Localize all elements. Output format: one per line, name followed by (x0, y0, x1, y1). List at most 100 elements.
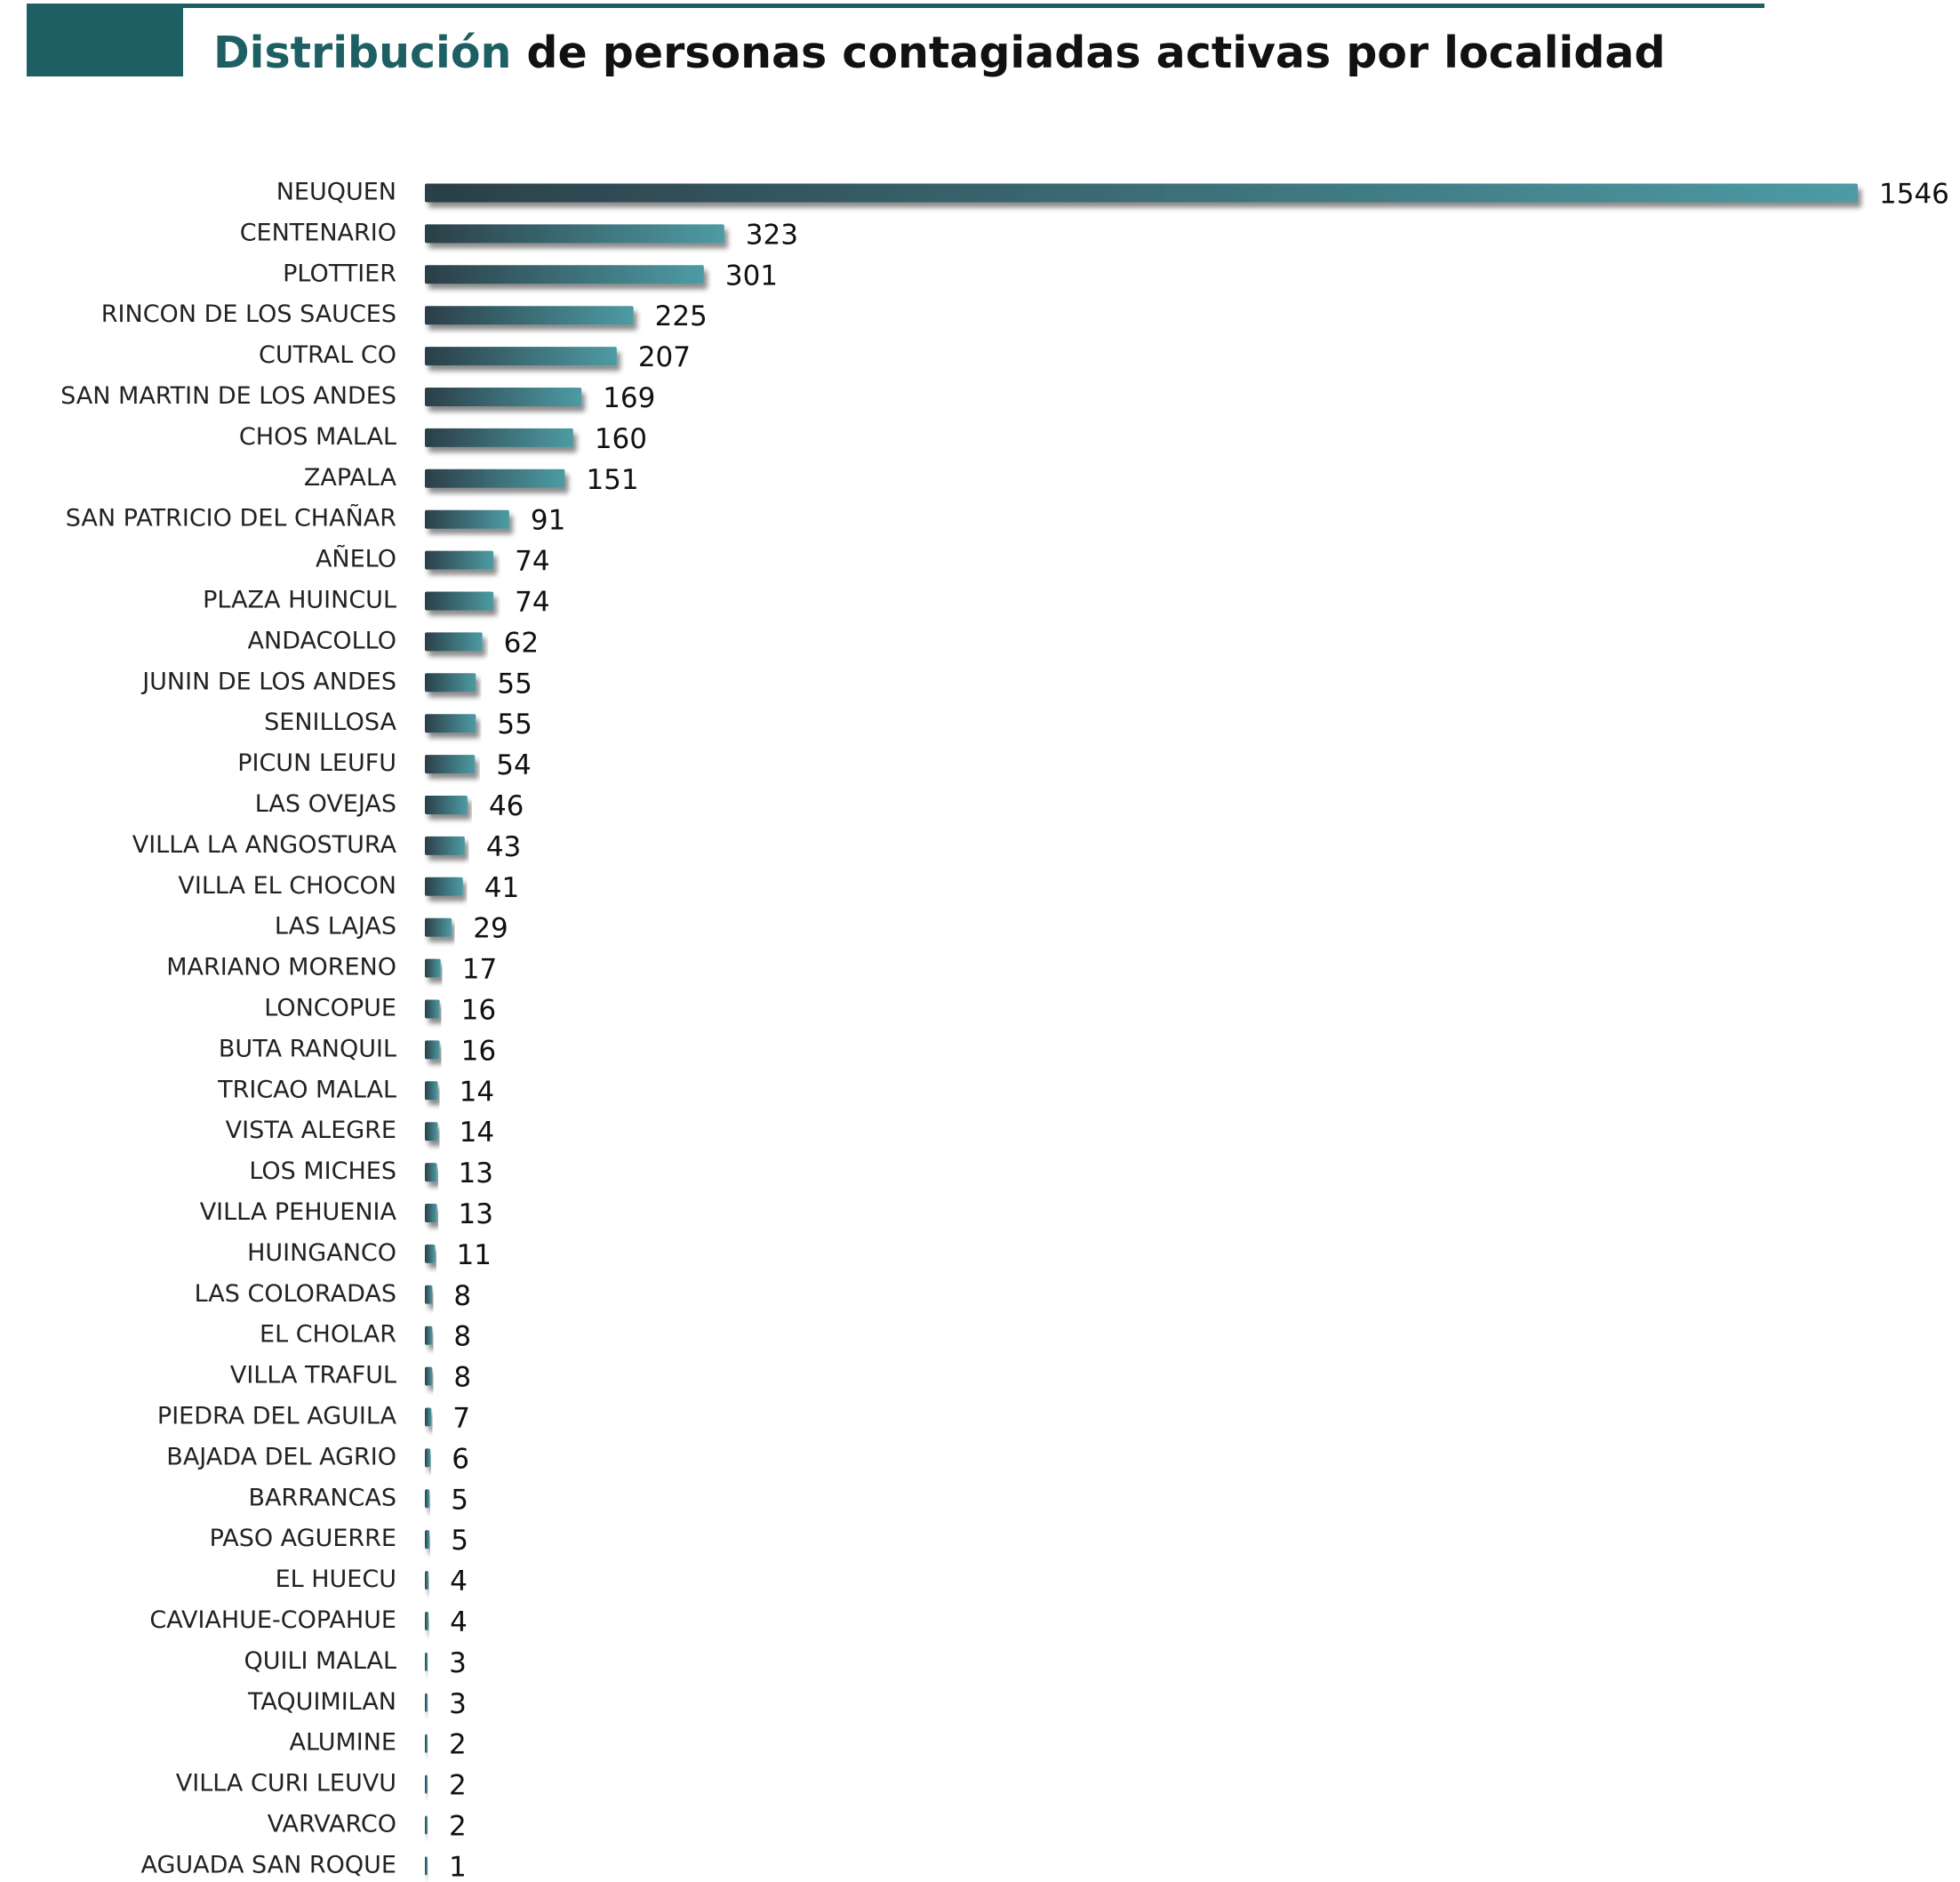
value-label: 8 (453, 1280, 471, 1312)
bar (425, 958, 441, 978)
category-label: BAJADA DEL AGRIO (166, 1443, 396, 1470)
category-label: TRICAO MALAL (217, 1076, 396, 1103)
category-label: EL HUECU (276, 1566, 396, 1593)
value-labels: 1546323301225207169160151917474625555544… (449, 179, 1949, 1882)
bar (425, 265, 704, 284)
header-color-block (27, 5, 183, 76)
category-label: ALUMINE (290, 1729, 396, 1757)
bar (425, 673, 476, 693)
bar (425, 1856, 428, 1876)
category-label: NEUQUEN (276, 179, 396, 206)
value-label: 8 (453, 1362, 471, 1394)
value-label: 5 (451, 1484, 468, 1516)
chart-title: Distribución de personas contagiadas act… (213, 18, 1666, 89)
bar (425, 591, 494, 611)
bar (425, 796, 468, 814)
category-label: SAN PATRICIO DEL CHAÑAR (66, 504, 396, 533)
category-label: JUNIN DE LOS ANDES (140, 668, 396, 695)
category-label: PASO AGUERRE (210, 1525, 396, 1552)
value-label: 5 (451, 1525, 468, 1557)
bar (425, 755, 476, 774)
value-label: 14 (460, 1076, 494, 1108)
category-label: QUILI MALAL (244, 1647, 396, 1675)
value-label: 43 (486, 831, 521, 863)
category-label: LAS COLORADAS (195, 1280, 396, 1308)
bar (425, 1774, 428, 1794)
category-label: VILLA PEHUENIA (200, 1198, 397, 1226)
bar (425, 1325, 433, 1345)
value-label: 16 (461, 1035, 496, 1067)
category-label: PLOTTIER (283, 260, 396, 287)
value-label: 54 (496, 749, 531, 781)
bar (425, 1612, 429, 1630)
category-label: CENTENARIO (240, 219, 396, 246)
category-label: VILLA CURI LEUVU (176, 1770, 396, 1798)
bar (425, 428, 573, 447)
header-top-rule (27, 4, 1764, 8)
category-label: ZAPALA (304, 464, 397, 492)
bar (425, 468, 565, 488)
value-label: 169 (603, 382, 655, 414)
bar (425, 1244, 436, 1263)
bar (425, 1815, 428, 1835)
bar (425, 1081, 438, 1101)
category-label: VILLA TRAFUL (230, 1362, 396, 1389)
bar (425, 183, 1858, 203)
bar (425, 306, 634, 325)
value-label: 1546 (1879, 179, 1949, 211)
bar (425, 509, 509, 529)
bar (425, 1163, 437, 1182)
title-highlight: Distribución (213, 28, 512, 78)
bar (425, 1530, 430, 1550)
bar (425, 1652, 428, 1671)
value-label: 17 (462, 954, 497, 986)
value-label: 16 (461, 995, 496, 1027)
title-rest: de personas contagiadas activas por loca… (511, 28, 1666, 78)
value-label: 3 (449, 1688, 467, 1720)
category-label: VISTA ALEGRE (226, 1117, 396, 1144)
category-label: SENILLOSA (264, 709, 396, 736)
value-label: 11 (456, 1239, 491, 1271)
value-label: 13 (459, 1198, 493, 1230)
category-label: HUINGANCO (247, 1239, 396, 1267)
value-label: 13 (459, 1157, 493, 1189)
category-label: PLAZA HUINCUL (203, 587, 396, 614)
bar (425, 224, 724, 244)
value-label: 46 (489, 790, 524, 822)
category-label: PICUN LEUFU (237, 749, 396, 777)
bar (425, 714, 476, 733)
bar (425, 550, 494, 570)
value-label: 1 (449, 1851, 467, 1882)
value-label: 323 (746, 219, 798, 251)
value-label: 160 (595, 423, 647, 455)
value-label: 55 (497, 668, 532, 700)
bar (425, 999, 440, 1019)
category-label: RINCON DE LOS SAUCES (101, 300, 396, 328)
category-label: ANDACOLLO (248, 627, 396, 654)
bar (425, 1448, 431, 1468)
bar (425, 1489, 430, 1509)
bar (425, 1040, 440, 1060)
value-label: 8 (453, 1321, 471, 1353)
bar (425, 1693, 428, 1712)
value-label: 225 (655, 300, 708, 332)
value-label: 2 (449, 1729, 467, 1761)
bar (425, 388, 582, 406)
value-label: 7 (452, 1403, 470, 1435)
value-label: 55 (497, 709, 532, 741)
value-label: 41 (484, 872, 519, 904)
value-label: 14 (460, 1117, 494, 1149)
category-label: LAS OVEJAS (255, 790, 396, 818)
value-label: 3 (449, 1647, 467, 1679)
value-label: 74 (515, 546, 549, 578)
category-label: VILLA EL CHOCON (178, 872, 396, 900)
value-label: 207 (638, 341, 691, 373)
bar (425, 1571, 429, 1590)
bars-group (425, 183, 1858, 1876)
category-label: CHOS MALAL (239, 423, 396, 451)
value-label: 2 (449, 1811, 467, 1843)
bar (425, 347, 617, 366)
bar (425, 1407, 432, 1427)
category-label: LOS MICHES (249, 1157, 396, 1185)
